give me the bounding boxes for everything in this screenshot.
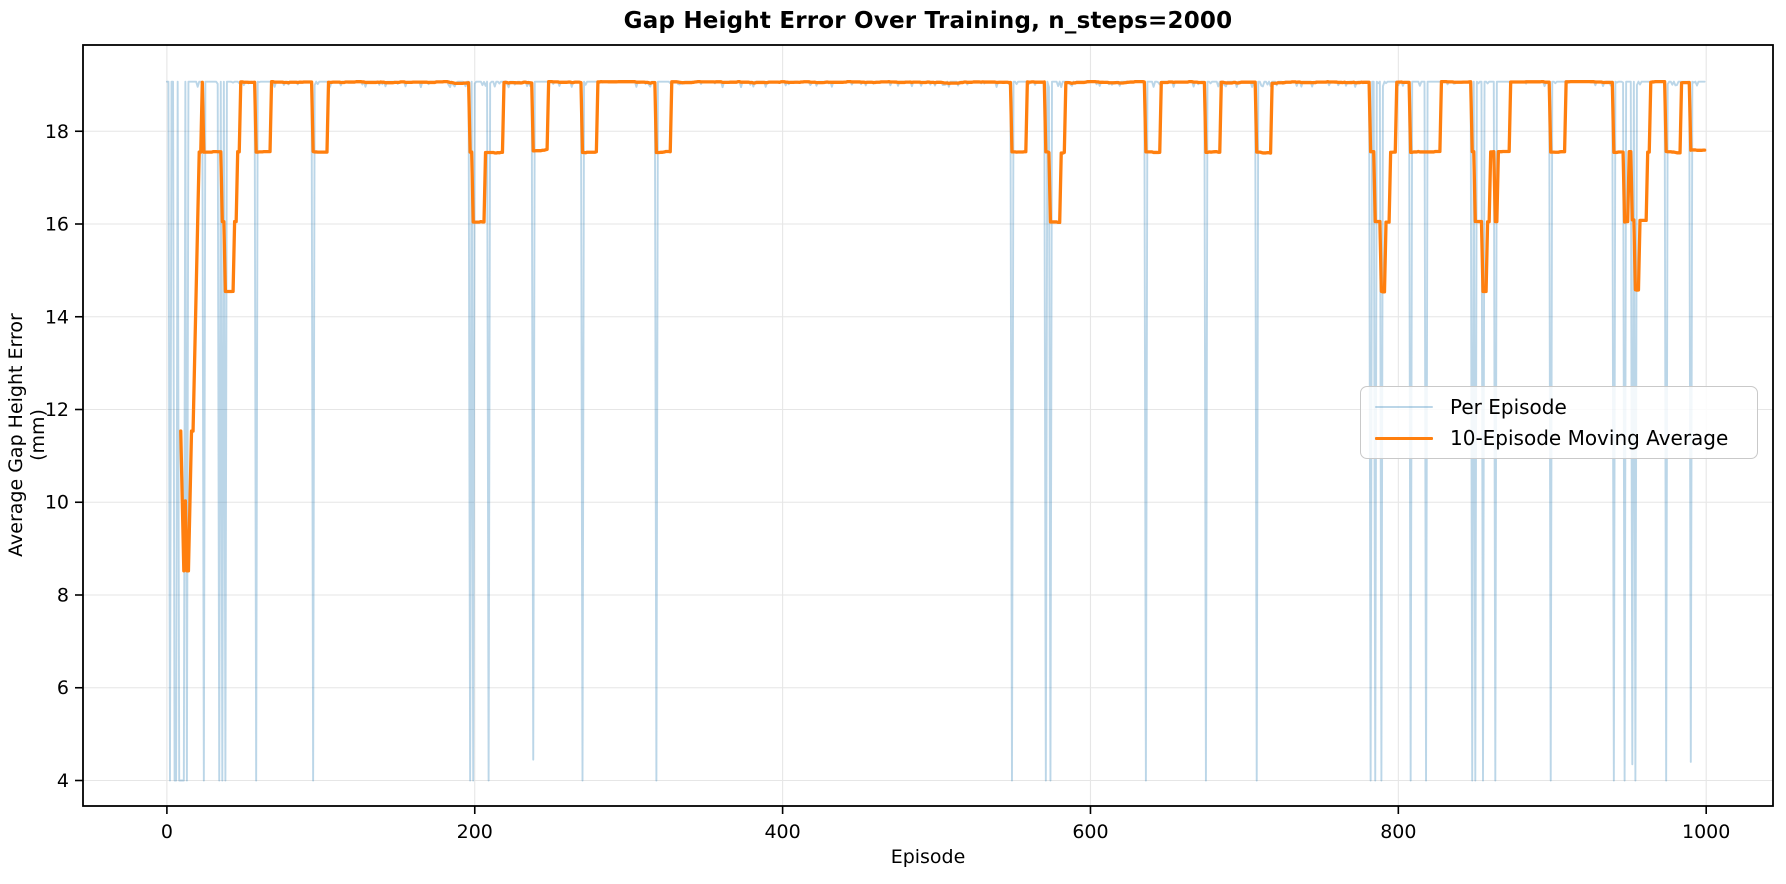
y-tick-label: 14	[45, 306, 69, 328]
tick-labels: 0 200 400 600 800 1000 4 6 8 10 12 14 16 18	[45, 121, 1731, 843]
y-tick-label: 10	[45, 492, 69, 514]
x-tick-label: 1000	[1682, 821, 1730, 843]
y-tick-label: 18	[45, 121, 69, 143]
axes-spines	[82, 44, 1774, 807]
x-tick-label: 800	[1380, 821, 1416, 843]
x-tick-label: 200	[457, 821, 493, 843]
y-tick-label: 8	[57, 584, 69, 606]
moving-average-line	[179, 79, 1707, 573]
y-tick-label: 4	[57, 770, 69, 792]
legend: Per Episode 10-Episode Moving Average	[1360, 386, 1758, 459]
legend-entry-moving-average: 10-Episode Moving Average	[1375, 423, 1743, 455]
y-axis-label: Average Gap Height Error (mm)	[5, 313, 49, 557]
x-tick-label: 400	[764, 821, 800, 843]
legend-label: 10-Episode Moving Average	[1450, 426, 1729, 451]
x-tick-label: 0	[161, 821, 173, 843]
chart-title: Gap Height Error Over Training, n_steps=…	[623, 8, 1233, 34]
x-tick-label: 600	[1072, 821, 1108, 843]
legend-entry-per-episode: Per Episode	[1375, 391, 1743, 423]
tick-marks	[75, 130, 1707, 814]
y-tick-label: 12	[45, 399, 69, 421]
moving-average-series	[179, 79, 1707, 573]
y-tick-label: 6	[57, 677, 69, 699]
y-tick-label: 16	[45, 214, 69, 236]
plot-border	[82, 44, 1774, 807]
per-episode-line-swatch	[1375, 405, 1433, 408]
legend-label: Per Episode	[1450, 394, 1567, 419]
moving-average-line-swatch	[1375, 436, 1433, 440]
x-axis-label: Episode	[890, 846, 966, 868]
